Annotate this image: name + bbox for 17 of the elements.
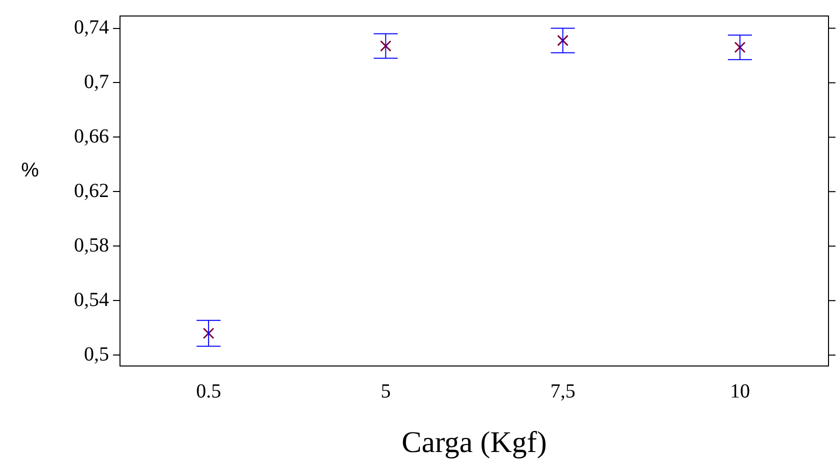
y-tick-label: 0,58 (74, 234, 109, 256)
y-tick-label: 0,5 (84, 343, 109, 366)
point (557, 34, 569, 46)
y-tick-label: 0,62 (74, 180, 109, 202)
point (202, 328, 214, 340)
y-tick-label: 0,7 (84, 70, 109, 93)
y-axis-title: % (21, 160, 40, 182)
x-tick-label: 0.5 (196, 380, 222, 402)
y-tick-label: 0,66 (74, 125, 109, 148)
x-tick-label: 10 (730, 380, 750, 402)
y-tick-label: 0,74 (74, 16, 109, 39)
x-tick-label: 7,5 (550, 380, 576, 402)
x-axis-title: Carga (Kgf) (402, 426, 547, 459)
y-tick-label: 0,54 (74, 288, 109, 311)
x-tick-label: 5 (380, 380, 391, 402)
point (734, 42, 746, 54)
point (380, 40, 392, 52)
